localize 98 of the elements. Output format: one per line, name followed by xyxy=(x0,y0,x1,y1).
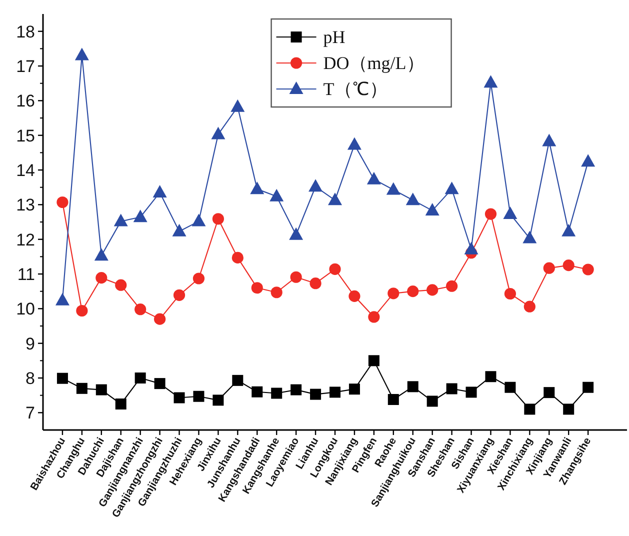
point xyxy=(388,288,400,300)
point xyxy=(134,304,146,316)
point xyxy=(348,384,360,395)
point xyxy=(232,374,244,386)
point xyxy=(76,304,88,317)
y-tick-label: 12 xyxy=(16,230,35,250)
legend-label: pH xyxy=(323,27,346,47)
point xyxy=(115,398,126,410)
point xyxy=(56,196,68,208)
point xyxy=(562,260,574,272)
point xyxy=(173,289,186,301)
point xyxy=(484,75,498,88)
point xyxy=(76,382,88,394)
point xyxy=(290,271,302,283)
point xyxy=(562,224,576,236)
point xyxy=(466,386,477,398)
point xyxy=(366,172,381,184)
point xyxy=(386,182,400,195)
y-tick-label: 16 xyxy=(16,92,35,111)
point xyxy=(464,242,478,254)
point xyxy=(96,272,108,284)
point xyxy=(74,48,89,60)
point xyxy=(232,252,244,264)
point xyxy=(192,214,206,226)
point xyxy=(368,311,380,323)
legend-label: T（℃） xyxy=(323,79,388,99)
point xyxy=(252,386,263,398)
y-tick-label: 8 xyxy=(26,369,35,388)
point xyxy=(524,404,536,415)
point xyxy=(133,210,148,222)
point xyxy=(251,282,263,294)
point xyxy=(289,227,304,240)
point xyxy=(407,381,418,392)
point xyxy=(270,286,282,298)
point xyxy=(581,154,596,167)
point xyxy=(330,386,340,398)
point xyxy=(211,126,226,140)
y-tick-label: 13 xyxy=(16,196,35,215)
point xyxy=(484,208,497,220)
point xyxy=(485,371,496,382)
point xyxy=(524,300,536,312)
point xyxy=(96,384,107,396)
point xyxy=(544,387,555,398)
y-tick-label: 9 xyxy=(26,334,35,354)
point xyxy=(444,182,459,194)
y-tick-label: 14 xyxy=(16,161,35,180)
y-tick-label: 15 xyxy=(16,126,35,146)
point xyxy=(56,372,68,384)
point xyxy=(55,292,70,306)
point xyxy=(310,278,322,290)
point xyxy=(152,185,167,198)
point xyxy=(193,390,204,402)
point xyxy=(347,137,362,150)
y-tick-label: 10 xyxy=(16,300,35,319)
point xyxy=(582,382,594,393)
point xyxy=(154,378,166,390)
point xyxy=(542,134,556,146)
point xyxy=(368,355,380,366)
point xyxy=(406,192,420,206)
point xyxy=(563,404,574,415)
point xyxy=(154,313,166,325)
point xyxy=(582,264,594,276)
point xyxy=(172,224,186,236)
point xyxy=(134,372,146,384)
point xyxy=(271,388,282,399)
point xyxy=(114,214,128,226)
point xyxy=(308,179,323,192)
point xyxy=(328,192,342,206)
point xyxy=(503,206,518,220)
point xyxy=(388,394,399,405)
point xyxy=(230,99,245,112)
point xyxy=(212,213,224,225)
point xyxy=(94,248,108,261)
point xyxy=(310,388,322,400)
point xyxy=(426,396,438,407)
point xyxy=(174,392,185,404)
point xyxy=(329,263,341,275)
point xyxy=(290,384,302,396)
point xyxy=(543,262,555,274)
point xyxy=(504,288,516,300)
point xyxy=(446,383,458,394)
point xyxy=(115,279,127,291)
y-tick-label: 18 xyxy=(16,22,35,42)
point xyxy=(446,280,458,292)
point xyxy=(270,188,284,202)
point xyxy=(407,286,419,298)
point xyxy=(425,203,440,216)
y-tick-label: 7 xyxy=(26,404,35,423)
y-tick-label: 11 xyxy=(17,265,35,284)
y-tick-label: 17 xyxy=(16,57,35,76)
point xyxy=(192,272,205,284)
point xyxy=(348,290,360,302)
point xyxy=(250,182,264,194)
point xyxy=(212,394,224,406)
legend-label: DO（mg/L） xyxy=(323,53,424,73)
point xyxy=(426,284,438,296)
point xyxy=(504,382,516,393)
point xyxy=(522,230,537,244)
